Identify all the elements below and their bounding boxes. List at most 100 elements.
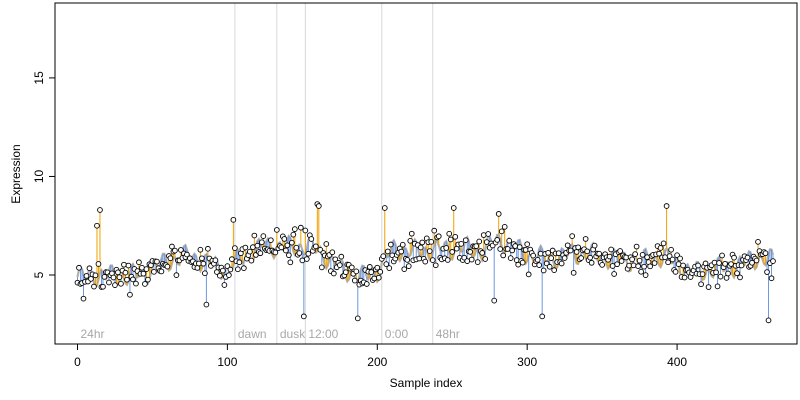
data-point xyxy=(642,272,649,278)
data-point xyxy=(731,254,737,261)
annotation-label: dusk xyxy=(280,327,306,341)
data-point xyxy=(374,264,381,271)
data-point xyxy=(259,239,265,246)
x-tick-label: 200 xyxy=(367,355,387,369)
data-point xyxy=(167,255,174,262)
data-point xyxy=(242,244,249,251)
data-point xyxy=(513,257,520,263)
data-point xyxy=(124,276,130,283)
data-point xyxy=(512,243,519,249)
data-point xyxy=(695,262,701,269)
data-point xyxy=(458,241,465,247)
data-point xyxy=(100,283,106,290)
data-point xyxy=(91,283,97,290)
data-point xyxy=(315,203,322,209)
data-point xyxy=(545,249,552,256)
data-point xyxy=(143,266,150,272)
x-tick-label: 100 xyxy=(217,355,237,369)
data-point xyxy=(366,264,373,270)
data-point xyxy=(351,277,358,284)
data-point xyxy=(657,245,664,251)
data-point xyxy=(738,262,745,269)
data-point xyxy=(281,236,288,242)
data-point xyxy=(297,224,304,231)
data-point xyxy=(212,257,219,264)
data-point xyxy=(765,317,772,324)
data-point xyxy=(711,259,718,266)
data-point xyxy=(133,280,139,287)
data-point xyxy=(202,270,208,277)
annotation-label: 12:00 xyxy=(308,327,338,341)
data-point xyxy=(386,265,393,271)
data-point xyxy=(482,256,489,262)
data-point xyxy=(596,250,602,257)
data-point xyxy=(567,247,574,254)
data-point xyxy=(290,231,297,238)
data-point xyxy=(672,268,679,275)
data-point xyxy=(588,259,595,266)
data-point xyxy=(587,254,593,261)
data-point xyxy=(308,236,315,242)
data-point xyxy=(485,231,492,237)
data-point xyxy=(288,239,295,246)
data-point xyxy=(178,247,184,253)
data-point xyxy=(630,262,637,269)
data-point xyxy=(524,241,531,248)
data-point xyxy=(257,250,264,257)
data-point xyxy=(717,273,724,280)
data-point xyxy=(284,242,291,249)
x-tick-label: 300 xyxy=(517,355,537,369)
data-point xyxy=(305,250,312,257)
data-point xyxy=(714,283,721,290)
data-point xyxy=(368,269,375,275)
data-point xyxy=(158,268,165,275)
data-point xyxy=(268,237,274,244)
data-point xyxy=(127,291,133,298)
x-axis-title: Sample index xyxy=(390,376,463,390)
data-point xyxy=(229,256,235,263)
data-point xyxy=(236,259,243,266)
data-point xyxy=(142,281,148,287)
data-point xyxy=(122,269,129,276)
data-point xyxy=(516,244,523,250)
data-point xyxy=(647,263,653,270)
data-point xyxy=(92,272,99,279)
data-point xyxy=(384,248,391,255)
data-point xyxy=(247,248,253,255)
data-point xyxy=(302,227,309,234)
data-point xyxy=(200,260,207,267)
data-point xyxy=(205,245,211,252)
data-point xyxy=(540,267,547,274)
data-point xyxy=(450,205,457,211)
data-point xyxy=(501,223,508,230)
data-point xyxy=(639,251,646,258)
data-point xyxy=(578,255,584,261)
data-point xyxy=(332,256,339,263)
data-point xyxy=(699,271,706,277)
data-point xyxy=(272,249,279,256)
data-point xyxy=(468,256,475,263)
data-point xyxy=(154,258,160,265)
data-point xyxy=(282,247,289,254)
data-point xyxy=(435,233,442,240)
data-point xyxy=(558,260,565,267)
data-point xyxy=(561,255,568,261)
data-point xyxy=(431,227,438,234)
data-point xyxy=(599,262,605,268)
points-layer xyxy=(74,201,776,324)
data-point xyxy=(130,276,136,283)
data-point xyxy=(220,267,226,274)
data-point xyxy=(768,275,775,282)
data-point xyxy=(83,273,90,279)
data-point xyxy=(417,244,424,251)
data-point xyxy=(197,246,204,253)
data-point xyxy=(293,244,300,251)
data-point xyxy=(274,227,280,233)
data-point xyxy=(398,248,405,255)
data-point xyxy=(713,269,719,276)
data-point xyxy=(172,247,178,254)
data-point xyxy=(112,282,118,288)
data-point xyxy=(534,257,541,263)
data-point xyxy=(125,262,132,269)
